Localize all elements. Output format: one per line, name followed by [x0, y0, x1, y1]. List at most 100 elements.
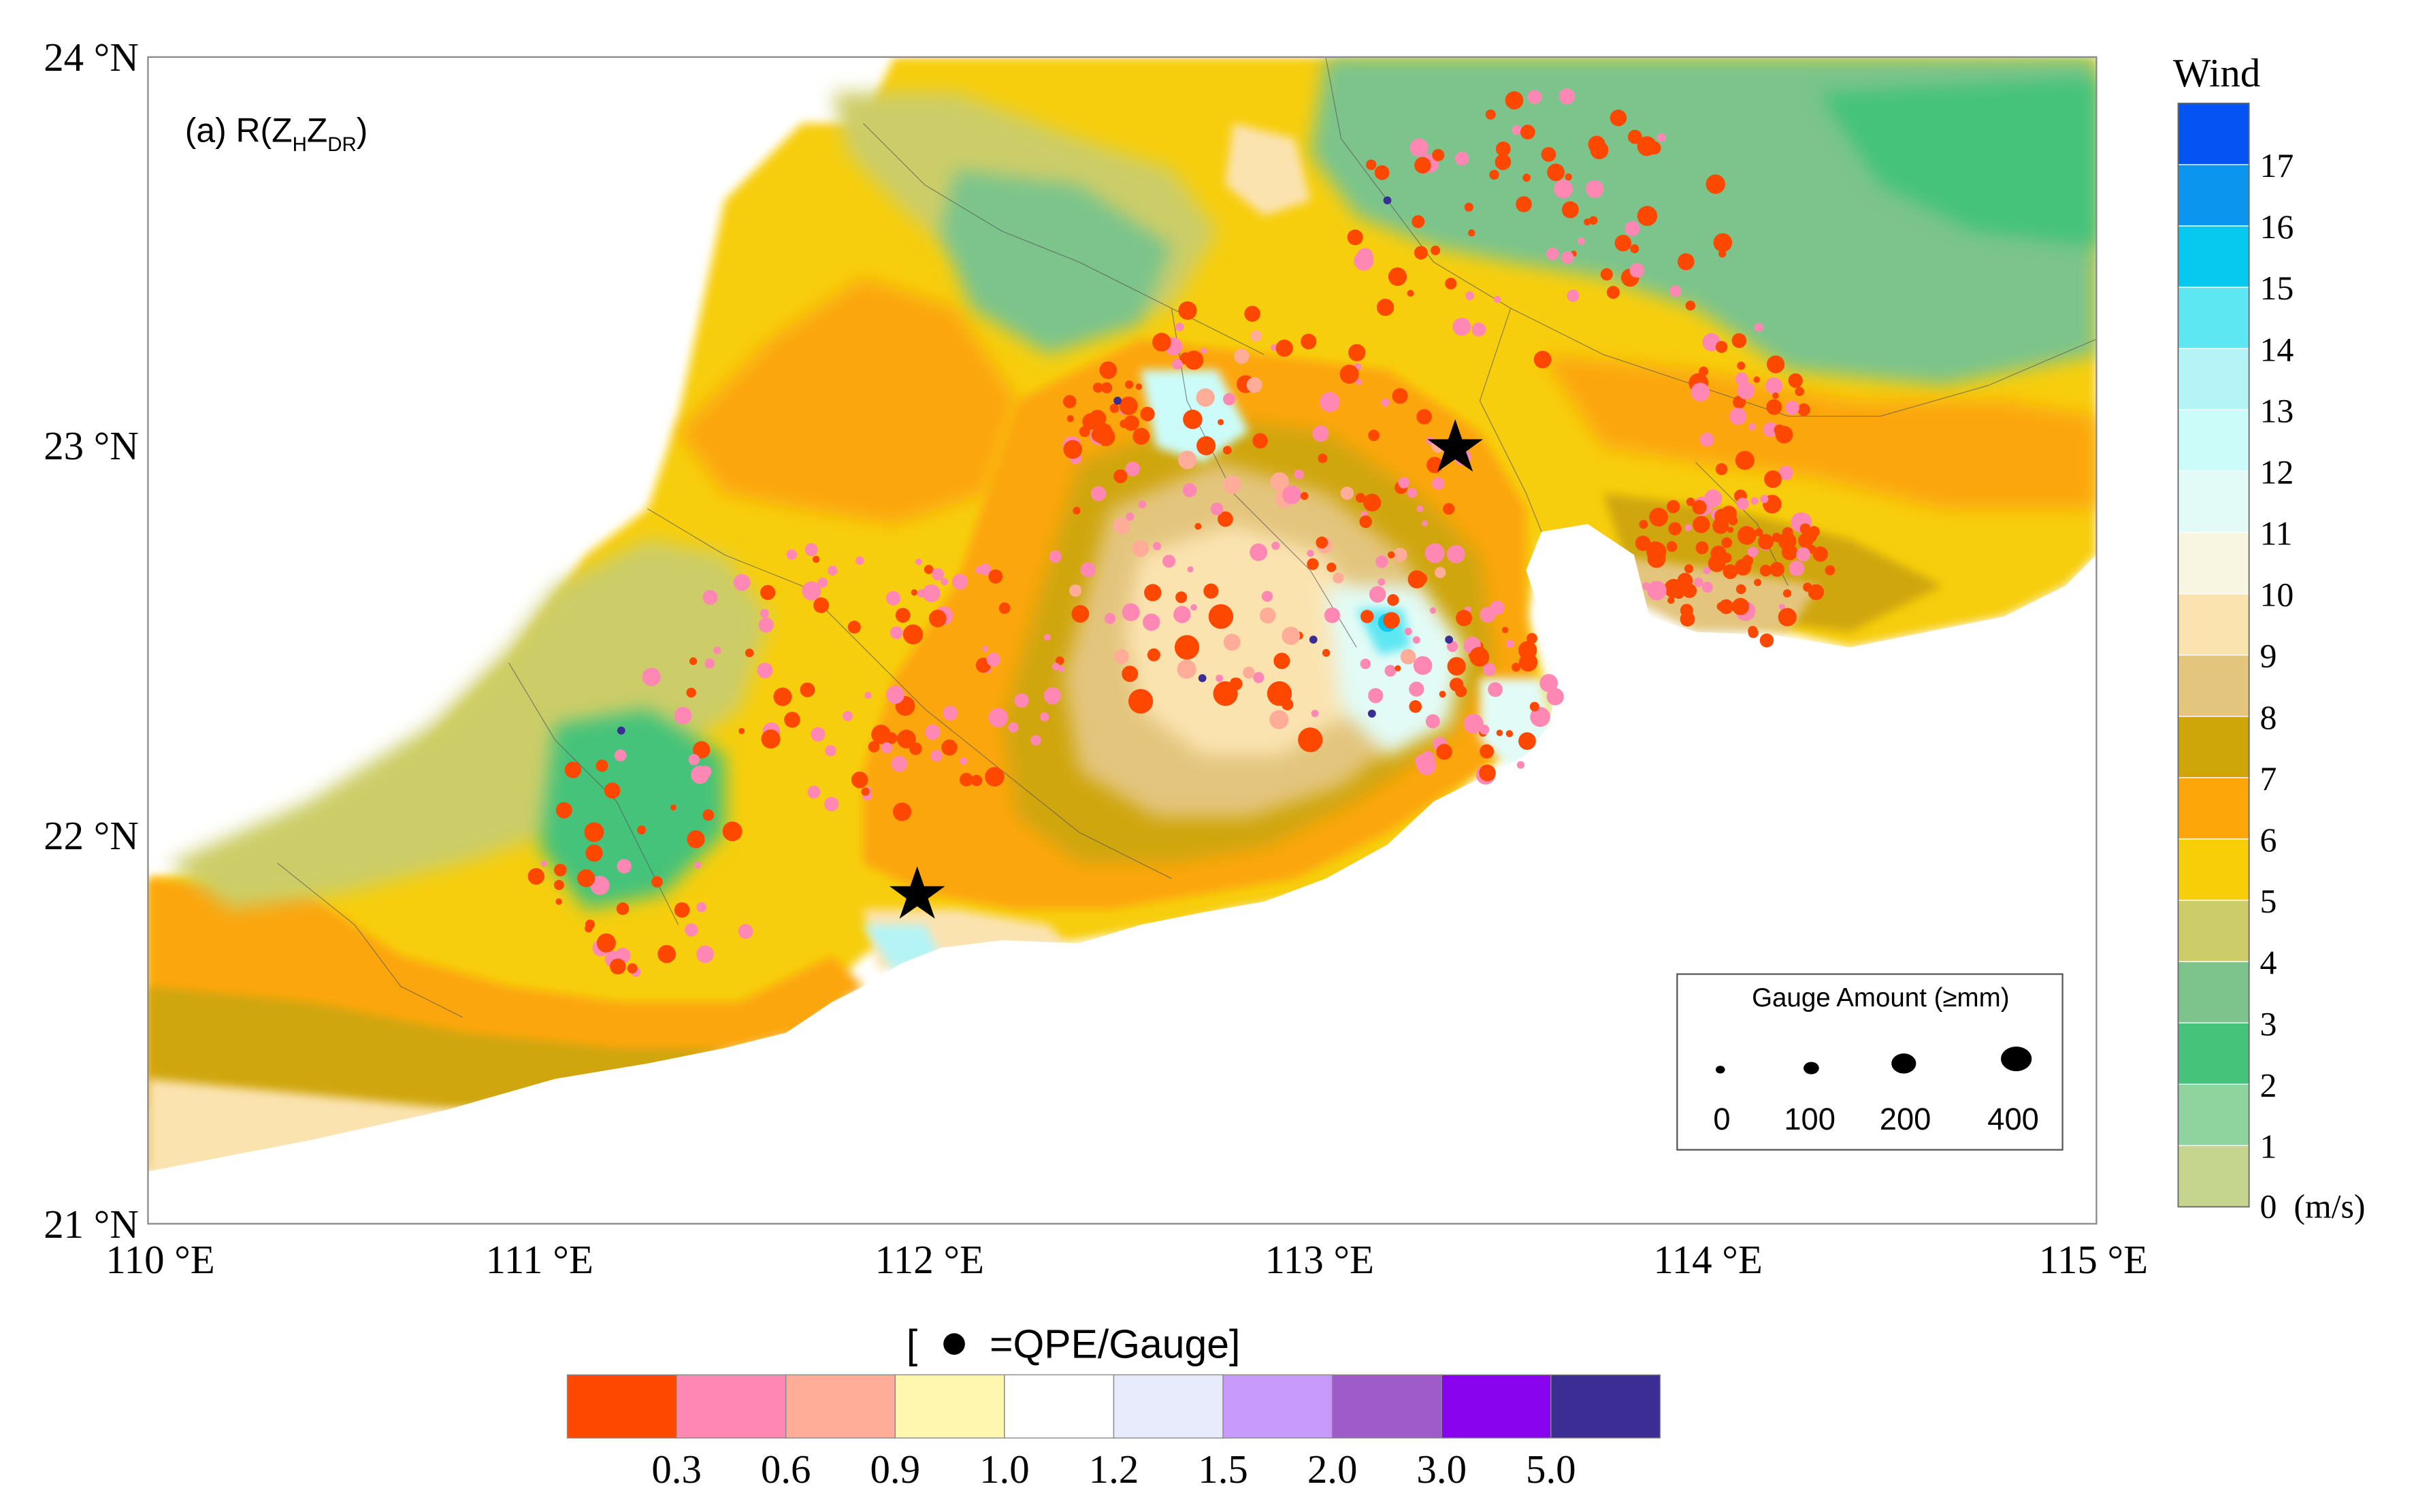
gauge-point	[1196, 436, 1216, 456]
gauge-point	[1667, 597, 1675, 604]
gauge-point	[1480, 744, 1495, 759]
gauge-point	[1512, 125, 1522, 135]
gauge-point	[1516, 761, 1525, 769]
gauge-point	[1527, 90, 1542, 104]
lon-tick-label: 115 °E	[2039, 1238, 2148, 1282]
gauge-point	[1565, 173, 1572, 181]
gauge-point	[1152, 333, 1171, 352]
gauge-point	[979, 563, 992, 576]
gauge-point	[784, 711, 800, 728]
gauge-point	[1175, 323, 1184, 331]
gauge-point	[1271, 541, 1280, 550]
gauge-point	[1132, 427, 1150, 445]
gauge-point	[1333, 572, 1344, 584]
gauge-point	[1669, 285, 1682, 297]
gauge-point	[1677, 253, 1695, 271]
wind-colorbar-label: 3	[2260, 1005, 2277, 1042]
gauge-point	[1113, 469, 1128, 484]
gauge-point	[1175, 591, 1188, 604]
gauge-point	[590, 876, 610, 895]
gauge-point	[1250, 543, 1268, 561]
gauge-point	[1684, 564, 1694, 574]
gauge-point	[1294, 469, 1304, 480]
gauge-point	[1122, 603, 1140, 621]
gauge-point	[738, 727, 745, 734]
gauge-point	[1416, 409, 1432, 425]
gauge-point	[864, 691, 872, 699]
wind-colorbar-swatch	[2177, 654, 2250, 717]
lat-tick-label: 23 °N	[44, 424, 139, 468]
gauge-point	[1501, 626, 1509, 634]
gauge-point	[1467, 229, 1475, 237]
gauge-point	[585, 844, 603, 862]
gauge-point	[616, 902, 630, 915]
gauge-point	[1412, 215, 1425, 229]
gauge-point	[1505, 729, 1514, 738]
gauge-point	[1668, 522, 1682, 536]
gauge-point	[1369, 586, 1386, 603]
gauge-point	[1753, 376, 1760, 383]
gauge-point	[1409, 138, 1429, 157]
gauge-point	[1766, 399, 1782, 415]
gauge-point	[627, 963, 638, 974]
gauge-point	[1135, 383, 1143, 391]
gauge-point	[1312, 425, 1329, 442]
gauge-point	[1758, 533, 1774, 550]
gauge-point	[1782, 527, 1793, 538]
gauge-point	[554, 864, 567, 876]
lat-tick-label: 21 °N	[44, 1202, 139, 1247]
gauge-point	[1392, 388, 1408, 404]
gauge-point	[637, 825, 647, 835]
gauge-point	[1610, 110, 1627, 127]
gauge-point	[1363, 493, 1382, 512]
ratio-colorbar-label: 1.2	[1089, 1447, 1139, 1492]
gauge-point	[1796, 547, 1811, 562]
gauge-point	[1143, 613, 1160, 631]
gauge-point	[1685, 300, 1696, 311]
gauge-point	[1774, 424, 1785, 436]
gauge-point	[1270, 472, 1289, 491]
ratio-colorbar-swatch	[566, 1374, 677, 1439]
station-markers	[889, 419, 1483, 919]
gauge-point	[1625, 220, 1640, 237]
gauge-point	[1520, 125, 1535, 139]
gauge-point	[1223, 446, 1232, 455]
gauge-point	[1785, 400, 1799, 415]
gauge-point	[1392, 547, 1407, 562]
gauge-point	[1340, 487, 1354, 500]
gauge-point	[1456, 610, 1473, 627]
gauge-point	[1055, 656, 1064, 665]
ratio-colorbar-label: 1.5	[1198, 1447, 1248, 1492]
gauge-point	[1079, 426, 1090, 438]
gauge-point	[1244, 306, 1260, 322]
gauge-point	[1606, 286, 1620, 299]
gauge-point	[1469, 646, 1489, 667]
gauge-point	[1691, 382, 1710, 402]
ratio-colorbar-swatch	[894, 1374, 1005, 1439]
gauge-point	[1177, 659, 1196, 679]
gauge-point	[915, 558, 922, 565]
gauge-point	[1128, 689, 1154, 714]
gauge-point	[1731, 333, 1747, 348]
gauge-point	[1684, 524, 1693, 531]
gauge-point	[1485, 109, 1496, 120]
wind-colorbar-swatch	[2177, 103, 2250, 165]
gauge-point	[1435, 567, 1446, 578]
gauge-point	[1273, 653, 1290, 670]
gauge-point	[1666, 541, 1678, 553]
wind-colorbar-swatch	[2177, 777, 2250, 840]
gauge-point	[1614, 234, 1632, 252]
gauge-point	[1375, 555, 1388, 568]
gauge-point	[1383, 612, 1400, 629]
gauge-point	[1429, 607, 1437, 614]
gauge-point	[1733, 395, 1746, 409]
land-base	[148, 56, 910, 879]
wind-colorbar-swatch	[2177, 470, 2250, 533]
ratio-dot-icon	[943, 1333, 965, 1355]
gauge-point	[1400, 648, 1416, 665]
gauge-point	[604, 782, 621, 799]
wind-colorbar-swatch	[2177, 716, 2250, 778]
gauge-point	[1737, 382, 1755, 399]
gauge-point	[1547, 163, 1565, 182]
gauge-point	[696, 945, 714, 964]
